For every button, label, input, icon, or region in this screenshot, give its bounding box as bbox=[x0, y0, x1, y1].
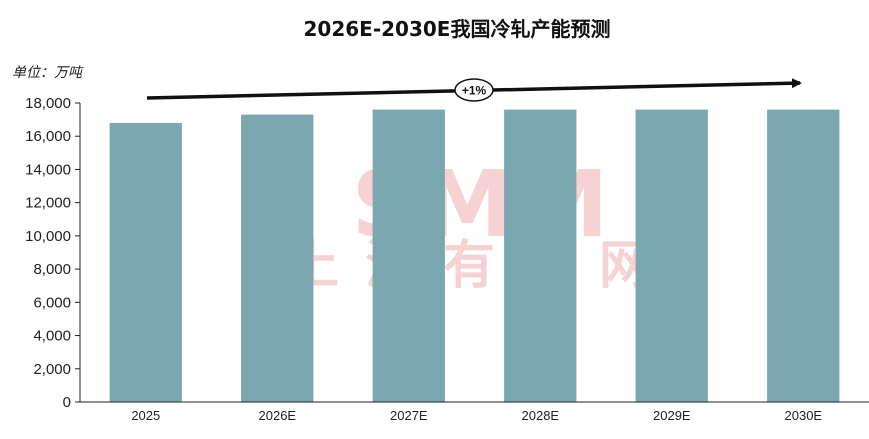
y-tick-label: 2,000 bbox=[33, 361, 71, 378]
y-tick-label: 4,000 bbox=[33, 328, 71, 345]
x-axis: 2025 2026E 2027E 2028E 2029E 2030E bbox=[80, 401, 869, 423]
y-tick-label: 0 bbox=[63, 394, 71, 411]
y-tick-label: 6,000 bbox=[33, 294, 71, 311]
y-axis: 0 2,000 4,000 6,000 8,000 10,000 12,000 14,000 1… bbox=[25, 95, 81, 411]
bar-2026E bbox=[241, 114, 314, 402]
y-tick-label: 10,000 bbox=[25, 228, 71, 245]
watermark: SMM 上海有色网 bbox=[287, 151, 677, 296]
bars-group bbox=[109, 109, 840, 403]
chart-title: 2026E-2030E我国冷轧产能预测 bbox=[304, 17, 611, 41]
x-tick-label: 2026E bbox=[259, 408, 297, 423]
bar-2030E bbox=[767, 109, 840, 402]
bar-2027E bbox=[372, 109, 445, 402]
x-tick-label: 2027E bbox=[390, 408, 428, 423]
y-tick-label: 18,000 bbox=[25, 95, 71, 112]
y-tick-label: 16,000 bbox=[25, 128, 71, 145]
x-tick-label: 2030E bbox=[785, 408, 823, 423]
x-tick-label: 2028E bbox=[522, 408, 560, 423]
unit-label: 单位：万吨 bbox=[12, 65, 84, 81]
trend-badge bbox=[454, 78, 494, 102]
watermark-name: 上海有色网 bbox=[287, 236, 677, 296]
y-tick-label: 14,000 bbox=[25, 161, 71, 178]
bar-2025 bbox=[109, 122, 182, 403]
bar-2028E bbox=[504, 109, 577, 402]
x-tick-label: 2029E bbox=[653, 408, 691, 423]
y-tick-label: 12,000 bbox=[25, 195, 71, 212]
x-tick-label: 2025 bbox=[131, 408, 160, 423]
trend-annotation: +1% bbox=[146, 78, 802, 102]
y-tick-label: 8,000 bbox=[33, 261, 71, 278]
trend-label: +1% bbox=[462, 84, 487, 98]
bar-2029E bbox=[635, 109, 708, 402]
